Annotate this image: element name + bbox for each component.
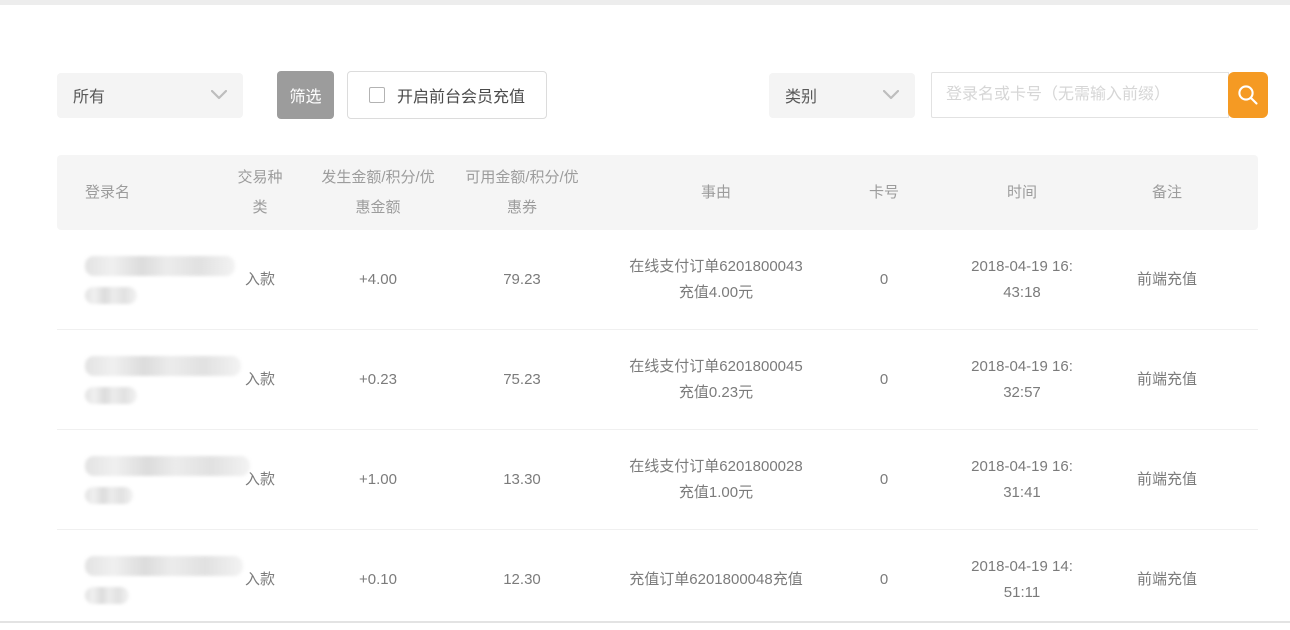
timestamp: 2018-04-19 16: 43:18 [971, 257, 1073, 301]
table-body: 入款 +4.00 79.23 在线支付订单6201800043 充值4.00元 … [57, 230, 1258, 630]
front-recharge-checkbox[interactable] [369, 87, 385, 103]
transaction-type: 入款 [244, 370, 275, 388]
table-row: 入款 +4.00 79.23 在线支付订单6201800043 充值4.00元 … [57, 230, 1258, 330]
timestamp: 2018-04-19 14: 51:11 [971, 558, 1073, 601]
scope-dropdown[interactable]: 所有 [57, 72, 243, 118]
available: 79.23 [503, 270, 541, 288]
amount: +4.00 [359, 270, 397, 288]
card-no: 0 [879, 470, 889, 488]
table-row: 入款 +0.10 12.30 充值订单6201800048充值 0 2018-0… [57, 530, 1258, 630]
header-available: 可用金额/积分/优惠券 [465, 168, 579, 216]
category-dropdown-value: 类别 [785, 89, 818, 106]
available: 75.23 [503, 370, 541, 388]
front-recharge-toggle[interactable]: 开启前台会员充值 [347, 71, 548, 119]
login-name-redacted [57, 255, 235, 304]
amount: +0.10 [359, 571, 397, 588]
header-note: 备注 [1151, 183, 1182, 201]
reason: 在线支付订单6201800043 充值4.00元 [629, 257, 803, 301]
redacted-name-blob [85, 556, 243, 576]
available: 13.30 [503, 470, 541, 488]
reason: 充值订单6201800048充值 [629, 571, 803, 588]
search-input[interactable] [931, 72, 1229, 118]
note: 前端充值 [1136, 571, 1197, 588]
chevron-down-icon [211, 90, 227, 100]
header-reason: 事由 [700, 183, 731, 201]
redacted-name-blob [85, 486, 133, 504]
timestamp: 2018-04-19 16: 32:57 [971, 357, 1073, 401]
note: 前端充值 [1136, 370, 1197, 388]
reason: 在线支付订单6201800028 充值1.00元 [629, 457, 803, 501]
table-row: 入款 +1.00 13.30 在线支付订单6201800028 充值1.00元 … [57, 430, 1258, 530]
login-name-redacted [57, 556, 243, 604]
category-dropdown[interactable]: 类别 [769, 72, 915, 118]
redacted-name-blob [85, 255, 235, 276]
redacted-name-blob [85, 587, 129, 604]
redacted-name-blob [85, 455, 250, 476]
login-name-redacted [57, 455, 250, 504]
transaction-type: 入款 [244, 470, 275, 488]
card-no: 0 [879, 370, 889, 388]
note: 前端充值 [1136, 470, 1197, 488]
table-row: 入款 +0.23 75.23 在线支付订单6201800045 充值0.23元 … [57, 330, 1258, 430]
chevron-down-icon [883, 90, 899, 100]
search-icon [1238, 85, 1258, 105]
transactions-table: 登录名 交易种类 发生金额/积分/优惠金额 可用金额/积分/优惠券 事由 卡号 … [57, 155, 1258, 630]
redacted-name-blob [85, 355, 241, 376]
redacted-name-blob [85, 286, 137, 304]
toolbar: 所有 筛选 开启前台会员充值 类别 [57, 71, 1268, 119]
card-no: 0 [879, 270, 889, 288]
login-name-redacted [57, 355, 241, 404]
search-button[interactable] [1228, 72, 1268, 118]
table-header-row: 登录名 交易种类 发生金额/积分/优惠金额 可用金额/积分/优惠券 事由 卡号 … [57, 155, 1258, 230]
search-area [931, 72, 1268, 118]
header-amount: 发生金额/积分/优惠金额 [321, 168, 435, 216]
transaction-type: 入款 [244, 571, 275, 588]
card-no: 0 [879, 571, 889, 588]
amount: +1.00 [359, 470, 397, 488]
header-time: 时间 [1006, 183, 1037, 201]
top-edge-strip [0, 0, 1290, 5]
front-recharge-label: 开启前台会员充值 [397, 89, 526, 106]
header-transaction-type: 交易种类 [237, 168, 283, 216]
redacted-name-blob [85, 386, 137, 404]
timestamp: 2018-04-19 16: 31:41 [971, 457, 1073, 501]
reason: 在线支付订单6201800045 充值0.23元 [629, 357, 803, 401]
amount: +0.23 [359, 370, 397, 388]
scope-dropdown-value: 所有 [73, 89, 106, 106]
available: 12.30 [503, 571, 541, 588]
header-card-no: 卡号 [868, 183, 899, 201]
transaction-type: 入款 [244, 270, 275, 288]
note: 前端充值 [1136, 270, 1197, 288]
header-login: 登录名 [85, 183, 131, 201]
filter-button[interactable]: 筛选 [277, 71, 334, 119]
bottom-edge-line [0, 621, 1290, 623]
